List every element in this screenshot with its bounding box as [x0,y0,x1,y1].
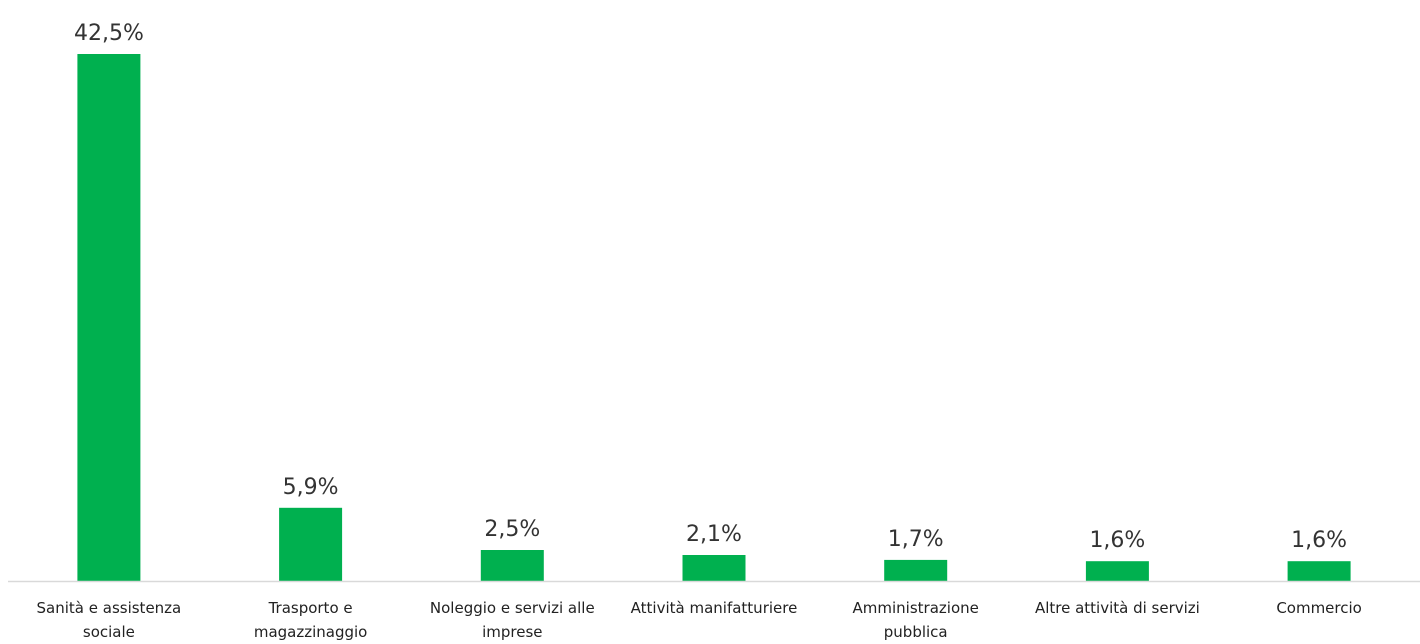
category-label: Altre attività di servizi [1035,599,1200,617]
category-label: Amministrazione pubblica [853,599,979,641]
category-label: Sanità e assistenza sociale [37,599,182,641]
data-label: 2,1% [686,522,742,547]
category-label-line: imprese [482,623,542,641]
category-label-line: sociale [83,623,135,641]
data-label: 1,6% [1089,528,1145,553]
data-label: 42,5% [74,21,144,46]
category-label-line: pubblica [884,623,948,641]
category-label-line: magazzinaggio [254,623,368,641]
category-label: Attività manifatturiere [631,599,798,617]
data-label: 5,9% [283,475,339,500]
category-label: Trasporto e magazzinaggio [254,599,368,641]
bar [480,550,544,581]
bar [884,559,948,581]
bars-group [77,54,1351,581]
data-label: 2,5% [484,517,540,542]
category-label-line: Trasporto e [268,599,353,617]
bar [682,555,746,581]
category-label: Noleggio e servizi alle imprese [430,599,595,641]
category-label-line: Noleggio e servizi alle [430,599,595,617]
category-label: Commercio [1276,599,1362,617]
data-label: 1,6% [1291,528,1347,553]
bar [279,507,343,581]
bar [77,54,141,581]
category-label-line: Attività manifatturiere [631,599,798,617]
data-label: 1,7% [888,527,944,552]
category-label-line: Sanità e assistenza [37,599,182,617]
category-label-line: Amministrazione [853,599,979,617]
bar [1287,561,1351,581]
category-labels-group: Sanità e assistenza sociale Trasporto e mag… [37,599,1362,641]
value-labels-group: 42,5% 5,9% 2,5% 2,1% 1,7% 1,6% 1,6% [74,21,1347,553]
category-label-line: Commercio [1276,599,1362,617]
category-label-line: Altre attività di servizi [1035,599,1200,617]
bar [1085,561,1149,581]
